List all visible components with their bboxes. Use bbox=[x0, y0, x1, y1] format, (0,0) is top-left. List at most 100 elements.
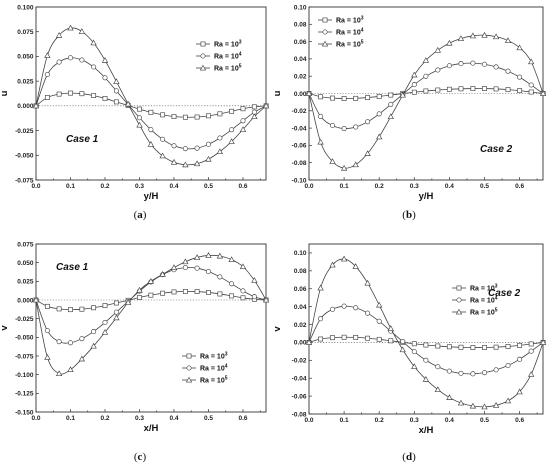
data-point bbox=[193, 254, 201, 260]
data-point bbox=[376, 318, 382, 324]
data-point bbox=[182, 146, 188, 152]
x-tick-label: 0.1 bbox=[66, 415, 75, 422]
legend-marker bbox=[200, 53, 206, 59]
data-point bbox=[388, 101, 394, 107]
data-point bbox=[340, 255, 348, 262]
data-point bbox=[527, 371, 535, 377]
y-tick-label: -0.050 bbox=[15, 153, 34, 160]
panel-caption: (a) bbox=[134, 209, 147, 221]
plot-frame bbox=[35, 243, 267, 413]
y-tick-label: 0.000 bbox=[17, 103, 34, 110]
data-point bbox=[411, 349, 417, 355]
data-point bbox=[352, 161, 359, 168]
legend-marker bbox=[322, 17, 328, 23]
data-point bbox=[528, 82, 534, 88]
legend-marker bbox=[199, 64, 207, 71]
data-point bbox=[55, 370, 63, 376]
data-point bbox=[79, 336, 85, 342]
data-point bbox=[206, 113, 211, 119]
data-point bbox=[194, 265, 200, 271]
x-tick-label: 0.3 bbox=[410, 417, 419, 424]
y-tick-label: 0.02 bbox=[294, 74, 307, 81]
data-point bbox=[159, 271, 166, 277]
data-point bbox=[516, 44, 523, 51]
legend-marker bbox=[456, 285, 462, 291]
data-point bbox=[470, 86, 476, 91]
data-point bbox=[113, 88, 119, 94]
data-point bbox=[388, 92, 394, 98]
plot-frame bbox=[35, 6, 267, 181]
data-point bbox=[435, 87, 441, 93]
data-point bbox=[251, 277, 258, 283]
data-point bbox=[493, 64, 499, 70]
data-point bbox=[435, 343, 441, 349]
x-tick-label: 0.1 bbox=[66, 183, 75, 190]
x-tick-label: 0.1 bbox=[340, 183, 349, 190]
data-point bbox=[216, 252, 224, 259]
data-point bbox=[251, 104, 257, 110]
x-axis-label: y/H bbox=[419, 191, 434, 202]
data-point bbox=[56, 59, 62, 65]
y-axis-label: u bbox=[272, 90, 283, 96]
data-point bbox=[329, 261, 336, 268]
y-tick-label: 0.04 bbox=[294, 56, 307, 63]
data-point bbox=[317, 284, 324, 291]
data-point bbox=[493, 86, 499, 92]
data-point bbox=[493, 344, 499, 350]
data-point bbox=[55, 31, 63, 38]
data-point bbox=[217, 135, 223, 141]
data-point bbox=[528, 89, 534, 95]
data-point bbox=[79, 306, 85, 312]
y-tick-label: -0.06 bbox=[292, 393, 307, 400]
data-point bbox=[400, 338, 406, 345]
panel-caption: (d) bbox=[402, 451, 416, 463]
x-tick-label: 0.4 bbox=[169, 415, 178, 422]
data-point bbox=[423, 357, 429, 363]
x-tick-label: 0.4 bbox=[445, 183, 454, 190]
data-point bbox=[516, 388, 523, 395]
data-point bbox=[446, 344, 452, 350]
data-point bbox=[492, 402, 500, 408]
data-point bbox=[113, 309, 119, 315]
data-point bbox=[251, 113, 258, 120]
data-point bbox=[91, 329, 97, 335]
data-point bbox=[32, 102, 40, 109]
x-tick-label: 0.6 bbox=[515, 183, 524, 190]
y-tick-label: -0.06 bbox=[292, 143, 307, 150]
legend-label: Ra = 104 bbox=[336, 28, 364, 37]
legend-label: Ra = 103 bbox=[214, 40, 242, 49]
data-point bbox=[182, 288, 188, 294]
data-point bbox=[411, 82, 417, 88]
y-tick-label: 0.075 bbox=[17, 241, 34, 248]
data-point bbox=[79, 91, 85, 97]
x-tick-label: 0.0 bbox=[31, 415, 40, 422]
data-point bbox=[159, 152, 166, 159]
data-point bbox=[528, 341, 534, 347]
data-point bbox=[182, 265, 188, 271]
data-point bbox=[67, 366, 74, 373]
y-tick-label: 0.00 bbox=[294, 91, 307, 98]
data-point bbox=[329, 122, 336, 129]
legend-marker bbox=[455, 308, 463, 315]
data-point bbox=[365, 95, 371, 100]
data-point bbox=[67, 340, 74, 346]
legend-label: Ra = 105 bbox=[200, 376, 228, 385]
legend: Ra = 103 Ra = 104 Ra = 105 bbox=[318, 16, 364, 49]
legend-marker bbox=[185, 376, 193, 383]
data-point bbox=[318, 316, 324, 322]
data-point bbox=[353, 305, 359, 311]
data-point bbox=[317, 138, 324, 145]
legend-marker bbox=[322, 29, 328, 35]
data-point bbox=[68, 90, 73, 96]
data-point bbox=[470, 371, 476, 377]
data-point bbox=[240, 288, 246, 294]
data-point bbox=[113, 99, 119, 105]
data-point bbox=[341, 303, 347, 309]
data-point bbox=[206, 290, 211, 295]
data-point bbox=[182, 258, 189, 265]
data-point bbox=[422, 57, 430, 63]
data-point bbox=[352, 263, 359, 269]
data-point bbox=[240, 106, 246, 112]
data-point bbox=[182, 161, 189, 168]
